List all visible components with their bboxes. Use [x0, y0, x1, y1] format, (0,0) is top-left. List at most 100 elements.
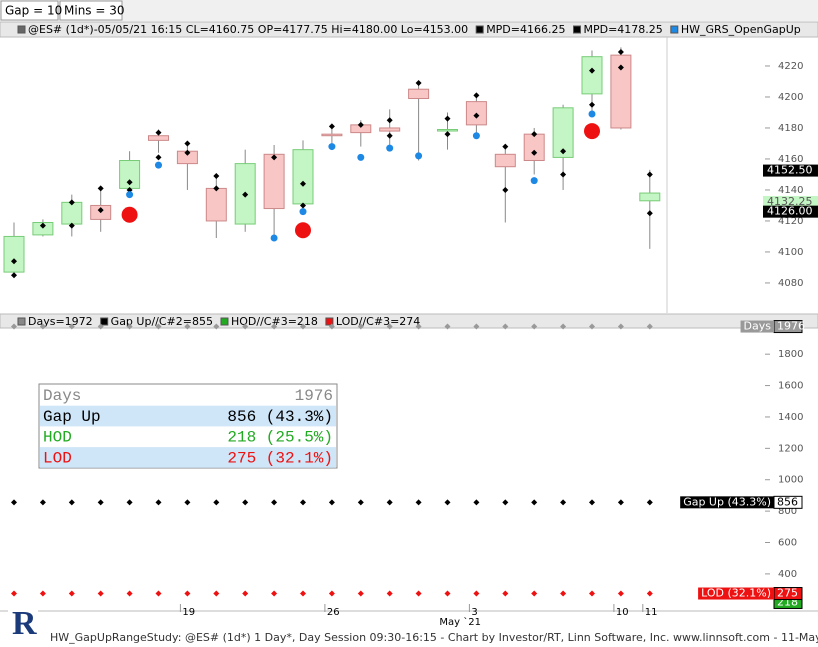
- legend-entry: MPD=4178.25: [584, 23, 663, 36]
- y-tick-label: 4100: [778, 247, 803, 258]
- marker: [300, 202, 306, 209]
- marker: [97, 185, 104, 192]
- marker: [386, 323, 393, 330]
- marker: [68, 199, 75, 206]
- marker: [415, 323, 422, 330]
- marker: [300, 323, 306, 330]
- mins-button[interactable]: [59, 0, 123, 21]
- gap-circle: [121, 206, 138, 223]
- marker: [560, 499, 567, 506]
- marker: [473, 499, 480, 506]
- candle-body: [639, 192, 661, 202]
- marker: [68, 222, 75, 229]
- tag-bg: [740, 320, 774, 333]
- marker: [589, 67, 595, 74]
- marker: [617, 323, 624, 330]
- marker: [184, 323, 191, 330]
- marker: [386, 499, 393, 506]
- tag-bg: [680, 496, 774, 509]
- candle-body: [321, 133, 343, 137]
- tag-label: Days: [744, 320, 772, 333]
- legend-swatch: [220, 317, 229, 326]
- candle-body: [379, 127, 401, 132]
- marker: [271, 590, 278, 597]
- marker: [531, 131, 538, 138]
- marker: [97, 499, 104, 506]
- legend-swatch: [325, 317, 334, 326]
- candle-body: [523, 133, 545, 162]
- marker: [184, 140, 191, 147]
- y-tick-label: 400: [778, 569, 797, 580]
- marker: [328, 499, 335, 506]
- footer: HW_GapUpRangeStudy: @ES# (1d*) 1 Day*, D…: [50, 631, 818, 644]
- x-tick-label: 26: [327, 607, 340, 618]
- marker: [473, 590, 480, 597]
- gap-dot: [530, 177, 538, 185]
- marker: [386, 117, 393, 124]
- marker: [155, 323, 162, 330]
- price-tag-label: 4126.00: [767, 205, 813, 218]
- gap-dot: [386, 144, 394, 152]
- marker: [617, 590, 624, 597]
- table-label: LOD: [43, 449, 72, 467]
- marker: [502, 499, 509, 506]
- tag-value: 1976: [777, 320, 805, 333]
- table-value: 275 (32.1%): [227, 449, 333, 467]
- marker: [502, 143, 509, 150]
- y-tick-label: 1600: [778, 381, 803, 392]
- gap-dot: [588, 110, 596, 118]
- marker: [357, 121, 364, 128]
- marker: [213, 185, 220, 192]
- y-tick-label: 4220: [778, 61, 803, 72]
- price-tag-label: 4132.25: [767, 195, 813, 208]
- gap-button[interactable]: [0, 0, 59, 21]
- candle-body: [581, 56, 603, 95]
- table-row-bg: [40, 447, 336, 468]
- marker: [68, 590, 75, 597]
- marker: [617, 49, 624, 56]
- marker: [300, 499, 306, 506]
- legend-swatch: [573, 25, 581, 34]
- tag-label: Gap Up (43.3%): [683, 495, 771, 508]
- y-tick-label: 1400: [778, 412, 803, 423]
- marker: [213, 590, 220, 597]
- table-label: Days: [43, 387, 81, 405]
- marker: [473, 323, 480, 330]
- marker: [502, 590, 509, 597]
- marker: [473, 112, 480, 119]
- marker: [444, 590, 451, 597]
- table-label: HOD: [43, 429, 72, 447]
- gap-dot: [270, 234, 278, 242]
- marker: [473, 92, 480, 99]
- legend-swatch: [100, 317, 109, 326]
- gap-dot: [155, 161, 162, 169]
- table-label: Gap Up: [43, 408, 101, 426]
- x-tick-label: 19: [182, 607, 195, 618]
- marker: [11, 499, 17, 506]
- legend-entry: @ES# (1d*)-05/05/21 16:15 CL=4160.75 OP=…: [28, 23, 468, 36]
- y-tick-label: 4140: [778, 185, 803, 196]
- x-tick-label: 10: [616, 607, 629, 618]
- legend-swatch: [670, 25, 679, 34]
- marker: [184, 149, 191, 156]
- marker: [531, 499, 538, 506]
- legend-entry: LOD//C#3=274: [336, 315, 420, 328]
- y-tick-label: 1000: [778, 475, 803, 486]
- marker: [126, 179, 133, 186]
- marker: [11, 258, 17, 265]
- candle-body: [263, 153, 285, 210]
- gap-dot: [299, 208, 307, 216]
- toolbar: [0, 0, 818, 21]
- marker: [328, 590, 335, 597]
- marker: [444, 499, 451, 506]
- marker: [242, 191, 249, 198]
- marker: [357, 590, 364, 597]
- tag-value: 856: [777, 495, 798, 508]
- marker: [502, 186, 509, 193]
- marker: [444, 323, 451, 330]
- marker: [646, 590, 653, 597]
- marker: [589, 323, 595, 330]
- mins-label: Mins = 30: [64, 4, 125, 18]
- y-tick-label: 800: [778, 506, 797, 517]
- tag-value: 275: [777, 587, 798, 600]
